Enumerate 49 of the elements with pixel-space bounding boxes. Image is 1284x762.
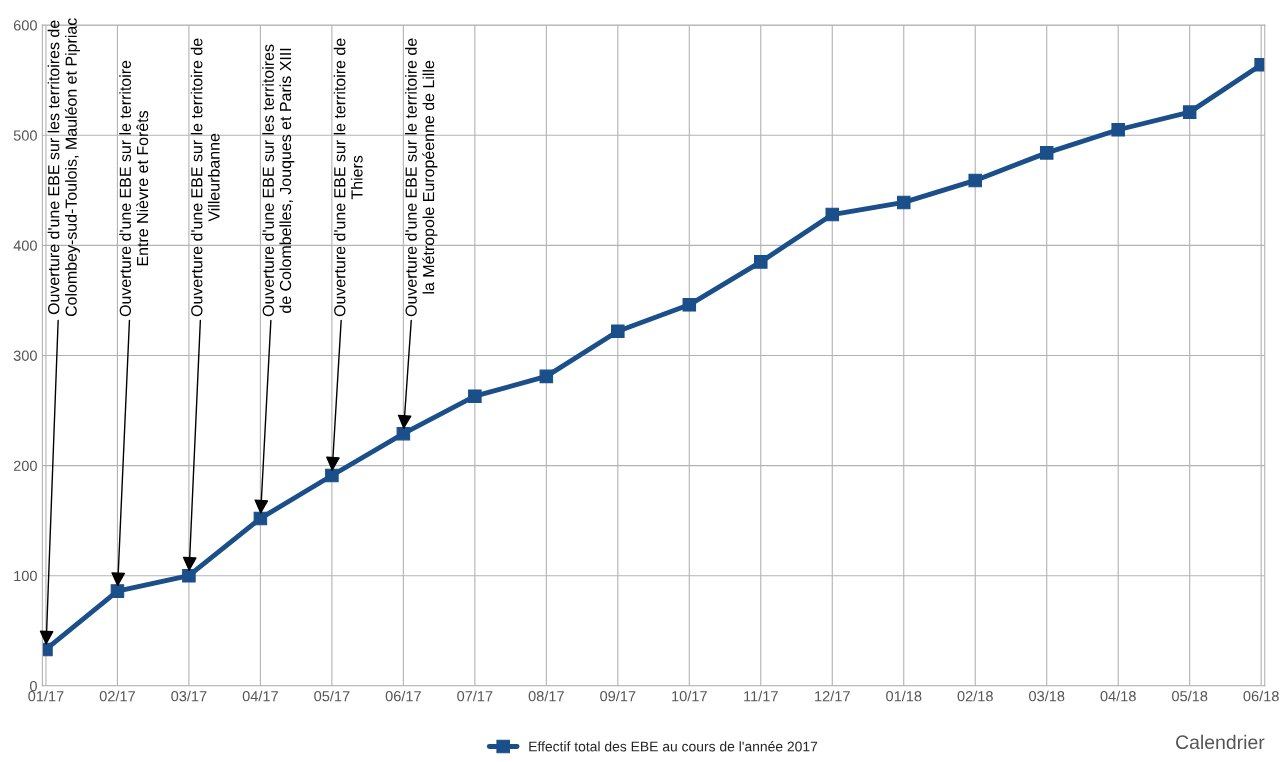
y-tick-label: 600 bbox=[13, 20, 37, 31]
x-tick-label: 07/17 bbox=[457, 690, 493, 702]
x-tick-label: 03/18 bbox=[1029, 690, 1065, 702]
x-tick-label: 01/17 bbox=[28, 690, 64, 702]
point bbox=[825, 207, 840, 222]
x-tick-label: 04/18 bbox=[1100, 690, 1136, 702]
legend-label: Effectif total des EBE au cours de l'année 2017 bbox=[529, 741, 818, 752]
y-tick-label: 200 bbox=[13, 460, 37, 472]
point bbox=[468, 389, 482, 403]
point bbox=[110, 584, 125, 598]
point bbox=[325, 468, 339, 483]
point bbox=[182, 568, 196, 583]
annotation: Ouverture d'une EBE sur le territoire de la Métropole Européenne de Lille bbox=[405, 38, 438, 317]
x-tick-label: 09/17 bbox=[600, 690, 636, 702]
point bbox=[396, 426, 411, 441]
y-tick-label: 0 bbox=[29, 680, 37, 692]
annotation: Ouverture d'une EBE sur le territoire de Thiers bbox=[333, 38, 363, 317]
x-tick-label: 05/17 bbox=[314, 690, 350, 702]
x-tick-label: 02/17 bbox=[99, 690, 135, 702]
x-tick-label: 04/17 bbox=[242, 690, 278, 702]
x-tick-label: 06/17 bbox=[385, 690, 421, 702]
x-tick-label: 03/17 bbox=[171, 690, 207, 702]
point bbox=[1039, 146, 1054, 160]
point bbox=[968, 173, 982, 188]
annotation: Ouverture d'une EBE sur le territoire Entre Nièvre et Forêts bbox=[119, 60, 149, 317]
point bbox=[896, 195, 911, 210]
point bbox=[611, 324, 625, 339]
x-tick-label: 01/18 bbox=[886, 690, 922, 702]
y-tick-label: 300 bbox=[13, 350, 37, 361]
x-axis-title: Calendrier bbox=[1176, 734, 1265, 750]
point bbox=[539, 369, 554, 384]
x-tick-label: 06/18 bbox=[1243, 690, 1279, 702]
annotation: Ouverture d'une EBE sur le territoire de Villeurbanne bbox=[190, 38, 220, 317]
annotation: Ouverture d'une EBE sur les territoires de Colombelles, Jouques et Paris XIII bbox=[262, 44, 295, 317]
point bbox=[253, 511, 268, 526]
x-tick-label: 10/17 bbox=[672, 690, 707, 702]
x-tick-label: 05/18 bbox=[1172, 690, 1208, 702]
x-tick-label: 08/17 bbox=[528, 690, 564, 702]
x-tick-label: 02/18 bbox=[957, 690, 993, 702]
annotation: Ouverture d'une EBE sur les territoires de Colombey-sud-Toulois, Mauléon et Pipriac bbox=[47, 18, 80, 317]
x-tick-label: 12/17 bbox=[815, 690, 850, 702]
x-tick-label: 11/17 bbox=[744, 690, 778, 702]
point bbox=[682, 298, 697, 312]
point bbox=[754, 255, 768, 269]
y-tick-label: 400 bbox=[13, 240, 37, 251]
y-tick-label: 100 bbox=[14, 570, 37, 582]
point bbox=[1182, 105, 1197, 119]
y-tick-label: 500 bbox=[13, 130, 37, 141]
point bbox=[1111, 122, 1125, 137]
